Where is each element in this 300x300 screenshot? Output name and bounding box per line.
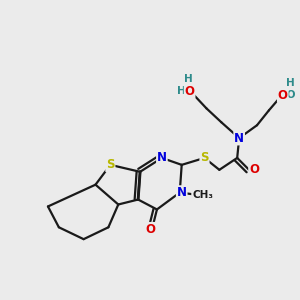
Text: O: O	[145, 223, 155, 236]
Text: O: O	[184, 85, 195, 98]
Text: CH₃: CH₃	[192, 190, 213, 200]
Text: N: N	[177, 186, 187, 199]
Text: H: H	[286, 78, 295, 88]
Text: S: S	[106, 158, 115, 171]
Text: O: O	[278, 89, 288, 102]
Text: N: N	[234, 132, 244, 145]
Text: N: N	[157, 152, 167, 164]
Text: S: S	[200, 152, 209, 164]
Text: O: O	[249, 163, 259, 176]
Text: HO: HO	[278, 89, 296, 100]
Text: HO: HO	[177, 85, 194, 96]
Text: H: H	[184, 74, 193, 84]
